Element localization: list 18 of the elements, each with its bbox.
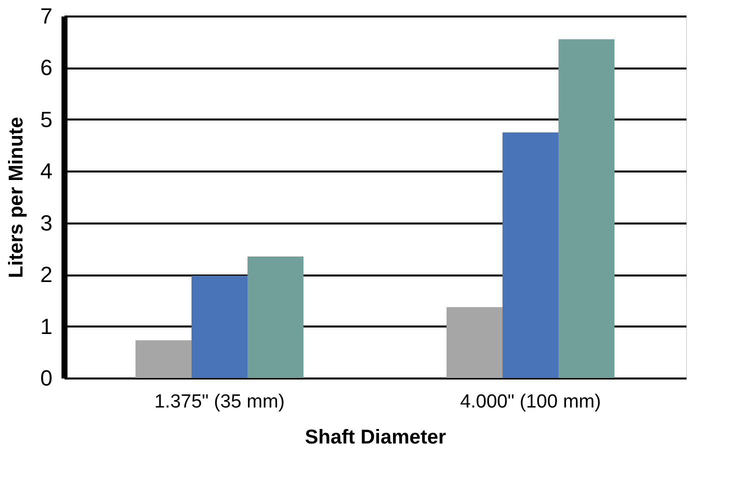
bar	[247, 256, 304, 378]
bar	[502, 132, 558, 378]
x-tick-label: 1.375" (35 mm)	[154, 392, 285, 412]
y-tick-label: 7	[40, 4, 52, 28]
bar	[192, 276, 248, 378]
x-axis-title: Shaft Diameter	[304, 426, 446, 448]
y-axis-title: Liters per Minute	[5, 116, 28, 278]
y-tick-label: 5	[40, 106, 52, 132]
bar	[136, 340, 192, 378]
y-tick-label: 2	[40, 262, 52, 288]
y-tick-label: 4	[40, 158, 52, 184]
bar	[446, 307, 503, 378]
y-tick-label: 0	[40, 366, 52, 390]
y-tick-label: 3	[40, 210, 52, 236]
y-tick-label: 1	[40, 314, 52, 339]
x-tick-label: 4.000" (100 mm)	[460, 392, 601, 412]
bar	[558, 39, 614, 378]
y-tick-label: 6	[40, 55, 52, 80]
